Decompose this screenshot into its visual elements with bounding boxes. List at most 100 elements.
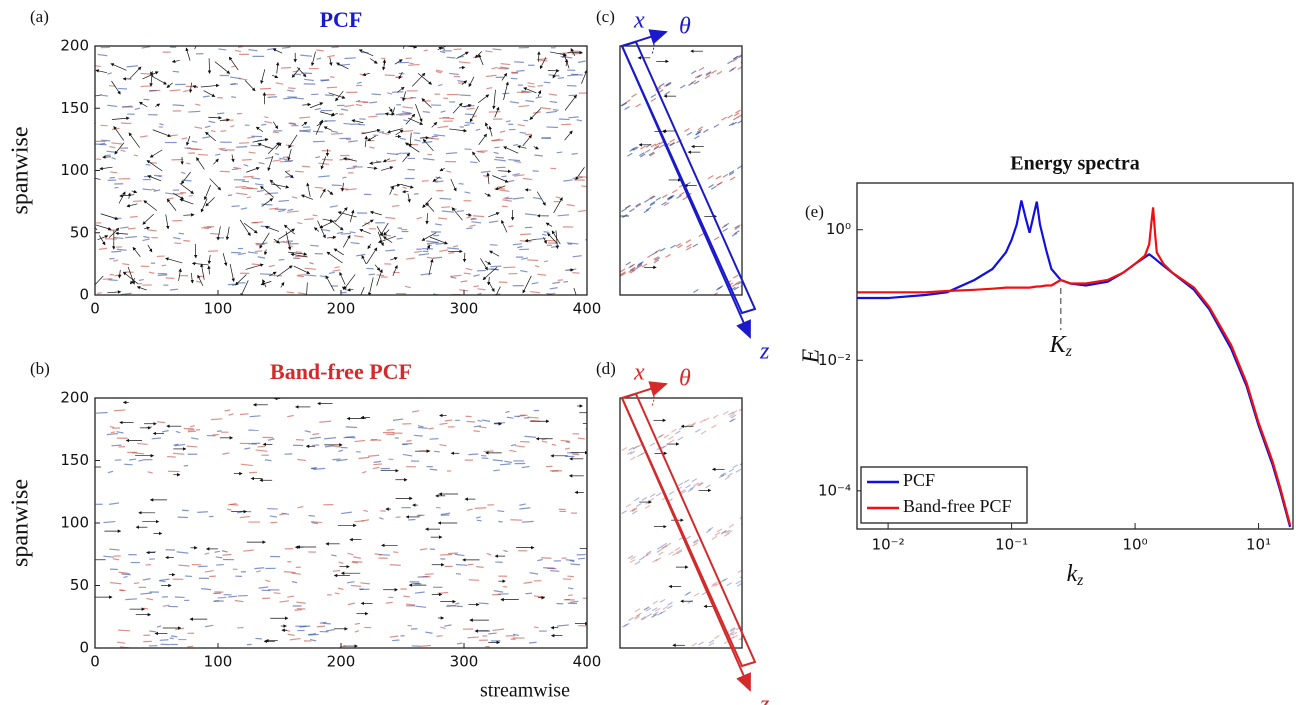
vector-arrow <box>326 251 343 264</box>
vector-arrow <box>367 166 378 170</box>
streak <box>653 256 659 261</box>
streak <box>309 436 321 440</box>
streak <box>109 229 117 232</box>
streak <box>334 592 340 595</box>
streak <box>393 551 399 554</box>
angle-arc <box>651 387 655 407</box>
streak <box>118 571 130 575</box>
streak <box>96 292 102 295</box>
streak <box>679 489 686 494</box>
streak <box>708 639 715 644</box>
streak <box>493 469 500 472</box>
vector-arrow <box>285 231 292 251</box>
vector-arrow <box>340 182 345 192</box>
streak <box>213 600 219 603</box>
streak <box>586 162 587 165</box>
streak <box>631 508 638 513</box>
vector-arrow <box>388 106 393 113</box>
streak <box>321 158 333 161</box>
streak <box>211 418 223 421</box>
streak <box>729 413 735 418</box>
streak <box>368 454 380 457</box>
vector-arrow <box>327 189 334 196</box>
streak <box>635 103 642 108</box>
streak <box>416 216 422 220</box>
axes-box <box>94 45 588 296</box>
streak <box>732 274 739 279</box>
streak <box>297 505 304 509</box>
streak <box>560 439 570 442</box>
streak <box>648 151 655 156</box>
y-tick-label: 10⁻² <box>818 351 851 369</box>
streak <box>112 558 120 561</box>
vector-arrow <box>398 71 403 80</box>
streak <box>667 194 674 200</box>
streak <box>693 655 698 658</box>
streak <box>389 635 399 638</box>
streak <box>662 605 669 610</box>
vector-arrow <box>132 246 141 257</box>
streak <box>391 205 400 207</box>
streak <box>563 179 573 182</box>
streak <box>424 573 434 576</box>
vector-arrow <box>533 146 539 150</box>
streak <box>651 613 658 618</box>
streak <box>653 259 660 264</box>
vector-arrow <box>287 149 292 161</box>
streak <box>652 558 658 563</box>
streak <box>417 514 425 517</box>
streak <box>133 200 142 203</box>
vector-arrow <box>575 167 585 181</box>
streak <box>334 266 340 269</box>
vector-arrow <box>255 126 264 133</box>
streak <box>481 170 491 174</box>
streak <box>414 193 419 195</box>
streak <box>243 175 254 178</box>
streak <box>500 63 511 66</box>
streak <box>129 458 137 461</box>
vector-arrow <box>288 134 298 149</box>
streak <box>631 507 638 512</box>
streak <box>530 290 541 294</box>
streak <box>272 131 279 134</box>
streak <box>299 130 311 133</box>
streak <box>174 443 186 447</box>
streak <box>721 529 728 534</box>
streak <box>517 245 523 249</box>
streak <box>477 292 482 295</box>
vector-arrow <box>95 69 108 74</box>
streak <box>466 107 475 110</box>
streak <box>405 603 416 606</box>
streak <box>324 437 337 440</box>
streak <box>716 70 723 75</box>
vector-arrow <box>536 191 546 206</box>
streak <box>509 101 519 104</box>
streak <box>346 167 356 170</box>
vector-arrow <box>138 101 148 108</box>
streak <box>516 69 525 72</box>
x-tick-label: 100 <box>204 300 233 318</box>
streak <box>344 57 356 60</box>
vector-arrow <box>489 250 500 257</box>
streak <box>469 224 476 228</box>
axes-box <box>619 397 743 649</box>
x-tick-label: 400 <box>573 300 602 318</box>
streak <box>254 250 263 253</box>
streak <box>296 275 304 278</box>
streak <box>195 103 201 106</box>
streak <box>116 431 124 434</box>
streak <box>248 151 256 154</box>
streak <box>466 215 472 219</box>
streak <box>549 100 558 104</box>
streak <box>650 93 657 98</box>
streak <box>576 119 583 122</box>
streak <box>652 600 659 605</box>
streak <box>111 157 116 160</box>
streak <box>422 110 431 113</box>
vector-arrow <box>367 277 374 295</box>
streak <box>399 113 411 116</box>
streak <box>435 180 444 183</box>
streak <box>248 443 257 445</box>
streak <box>537 558 543 562</box>
streak <box>501 175 507 178</box>
